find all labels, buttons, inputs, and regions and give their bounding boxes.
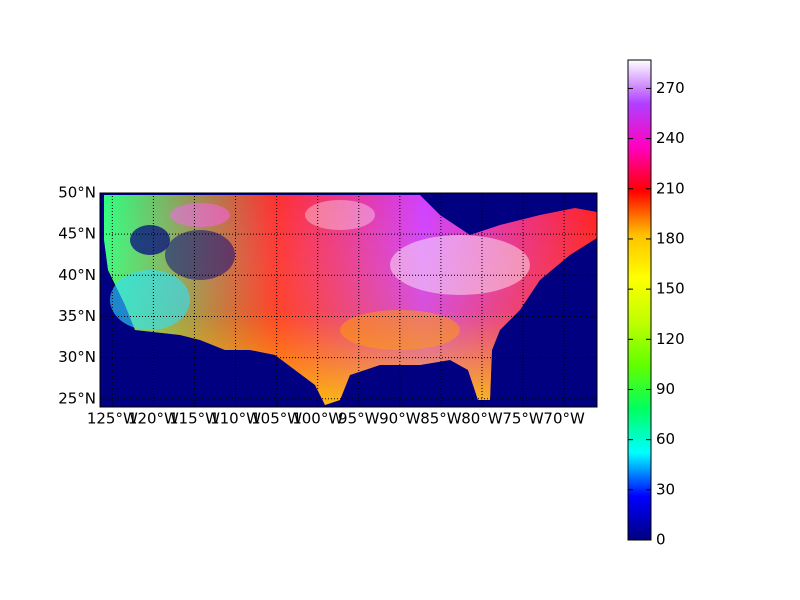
region — [305, 200, 375, 230]
colorbar-tick-label: 270 — [656, 79, 685, 97]
region — [165, 230, 235, 280]
x-tick-label: 75°W — [502, 410, 544, 428]
colorbar-tick-label: 150 — [656, 280, 685, 298]
colorbar-tick-label: 60 — [656, 430, 675, 448]
y-tick-label: 25°N — [58, 389, 96, 407]
region — [390, 235, 530, 295]
y-tick-label: 30°N — [58, 348, 96, 366]
map-frame — [99, 192, 598, 408]
x-tick-label: 125°W — [87, 410, 138, 428]
colorbar-tick-label: 90 — [656, 380, 675, 398]
y-tick-label: 40°N — [58, 266, 96, 284]
y-tick-label: 35°N — [58, 307, 96, 325]
x-tick-label: 110°W — [210, 410, 261, 428]
x-tick-label: 120°W — [128, 410, 179, 428]
x-tick-label: 85°W — [420, 410, 462, 428]
region — [170, 203, 230, 227]
colorbar — [627, 59, 652, 541]
region — [130, 225, 170, 255]
y-tick-label: 45°N — [58, 225, 96, 243]
region — [110, 270, 190, 330]
x-tick-label: 70°W — [543, 410, 585, 428]
colorbar-tick-label: 240 — [656, 129, 685, 147]
colorbar-tick-label: 210 — [656, 179, 685, 197]
colorbar-tick-label: 0 — [656, 531, 666, 549]
x-tick-label: 115°W — [169, 410, 220, 428]
colorbar-tick-label: 120 — [656, 330, 685, 348]
y-tick-label: 50°N — [58, 184, 96, 202]
map-image — [100, 193, 597, 407]
x-tick-label: 95°W — [338, 410, 380, 428]
region — [340, 310, 460, 350]
x-tick-label: 80°W — [461, 410, 503, 428]
x-tick-label: 105°W — [251, 410, 302, 428]
colorbar-tick-label: 30 — [656, 480, 675, 498]
x-tick-label: 90°W — [379, 410, 421, 428]
colorbar-tick-label: 180 — [656, 229, 685, 247]
x-tick-label: 100°W — [292, 410, 343, 428]
